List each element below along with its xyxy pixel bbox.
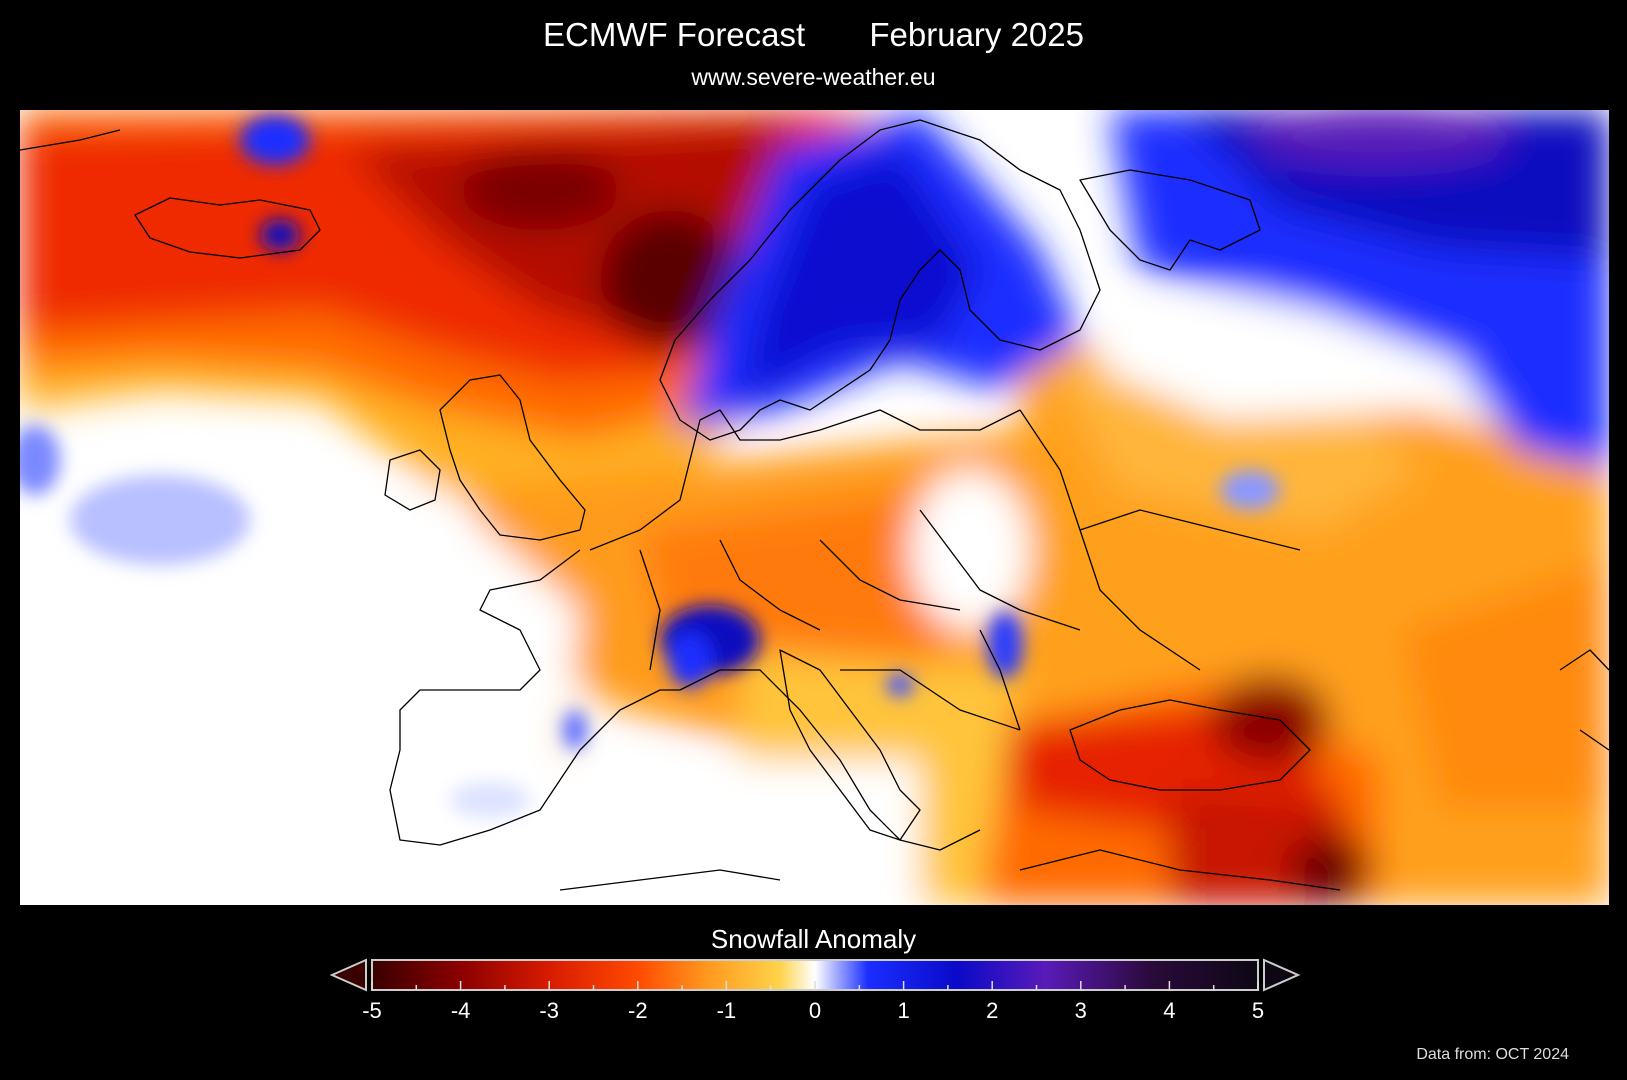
italy-outline [779, 649, 921, 841]
western-europe-coast [389, 549, 981, 851]
north-sea-coast [589, 409, 1021, 551]
anomaly-patch [260, 219, 300, 251]
anomaly-patch [563, 710, 587, 750]
colorbar-tick-label: 2 [986, 998, 999, 1023]
coastlines [20, 119, 1609, 891]
anomaly-field [20, 110, 1609, 905]
southern-coast [559, 849, 1341, 891]
colorbar-max-arrow [1263, 958, 1301, 992]
ireland-outline [384, 449, 441, 511]
colorbar [329, 958, 1301, 992]
caspian-coast [1559, 649, 1609, 751]
anomaly-patch [886, 673, 914, 697]
colorbar-tick-label: 1 [897, 998, 910, 1023]
data-source: Data from: OCT 2024 [1416, 1046, 1569, 1063]
local-anomalies [20, 115, 1280, 818]
kola-outline [1079, 169, 1261, 271]
colorbar-tick-label: 4 [1163, 998, 1176, 1023]
anomaly-patch [668, 632, 712, 688]
anomaly-patch [70, 475, 250, 565]
colorbar-min-arrow [329, 958, 367, 992]
colorbar-tick-label: 0 [808, 998, 822, 1023]
colorbar-tick-label: -2 [628, 998, 648, 1023]
anomaly-patch [20, 425, 60, 495]
iceland-outline [134, 197, 321, 259]
great-britain-outline [439, 374, 586, 541]
colorbar-tick-label: -5 [362, 998, 382, 1023]
anomaly-patch [240, 115, 310, 165]
colorbar-tick-label: -3 [539, 998, 559, 1023]
anomaly-patch [987, 611, 1023, 679]
map-subtitle: www.severe-weather.eu [691, 64, 936, 90]
anomaly-patch [1220, 470, 1280, 510]
black-sea-outline [1069, 699, 1311, 791]
greenland-coast [20, 129, 121, 151]
scandinavia-outline [659, 119, 1101, 441]
map-title: ECMWF Forecast February 2025 [543, 16, 1084, 53]
map-canvas [20, 110, 1609, 905]
colorbar-tick-label: 5 [1251, 998, 1265, 1023]
colorbar-tick-label: -1 [716, 998, 737, 1023]
country-borders [639, 509, 1201, 731]
colorbar-tick-label: 3 [1074, 998, 1087, 1023]
colorbar-ticks [371, 981, 1259, 990]
legend-title: Snowfall Anomaly [710, 924, 917, 954]
colorbar-tick-label: -4 [450, 998, 471, 1023]
anomaly-map [20, 110, 1609, 905]
anomaly-patch [450, 782, 530, 818]
eastern-borders [1019, 409, 1301, 551]
